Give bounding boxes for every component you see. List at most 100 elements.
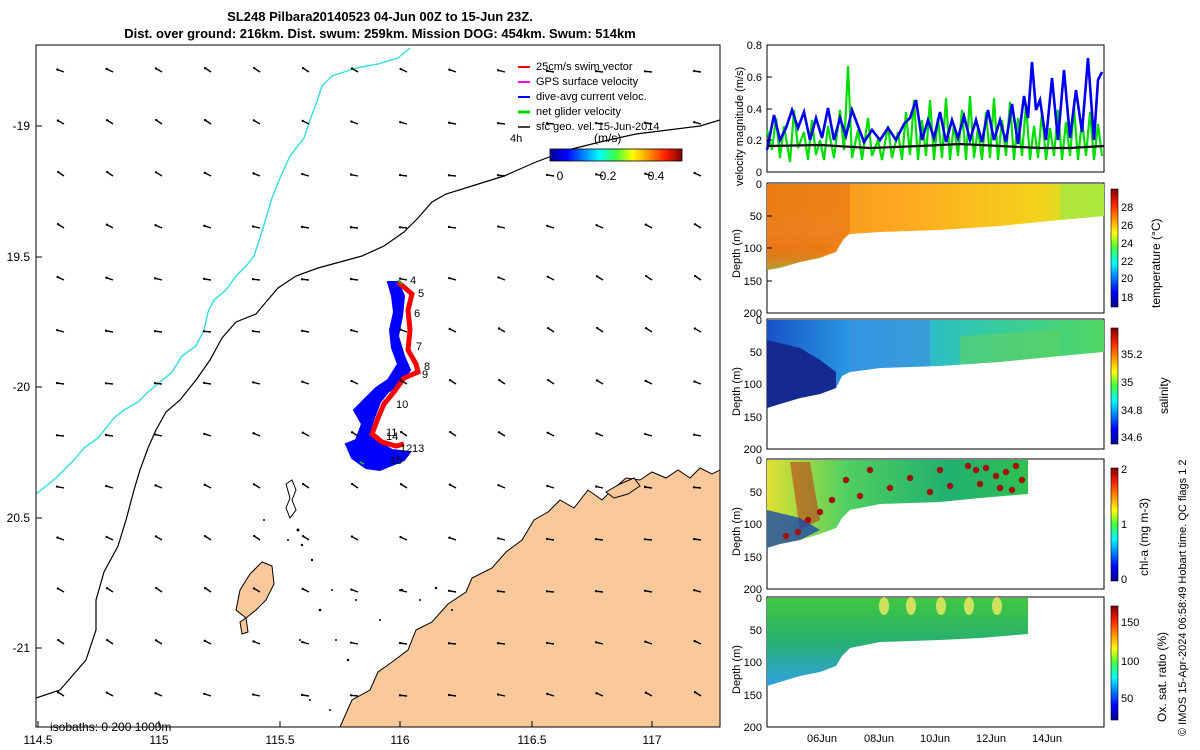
mainland [339, 467, 720, 727]
velocity-vector-head [398, 641, 402, 645]
velocity-vector-head [497, 431, 501, 434]
y-tick-label: 200 [744, 444, 762, 456]
velocity-vector-head [155, 586, 158, 590]
velocity-vector-head [56, 223, 60, 226]
velocity-vector-head [154, 639, 158, 642]
y-tick-label: 0 [756, 593, 762, 605]
y-tick-label: 200 [744, 722, 762, 734]
y-tick-label: 100 [744, 243, 762, 255]
map-legend: 25cm/s swim vector GPS surface velocity … [510, 61, 660, 145]
day-label: 10 [396, 399, 408, 411]
velocity-vector-head [153, 329, 157, 333]
velocity-vector-head [251, 225, 255, 228]
y-tick-label: 100 [744, 519, 762, 531]
velocity-vector-head [203, 171, 206, 174]
velocity-vector-head [56, 328, 59, 332]
cbar-tick: 100 [1121, 656, 1139, 668]
velocity-vector-head [546, 484, 549, 488]
x-tick-label: 115.5 [265, 733, 294, 747]
velocity-vector-head [594, 538, 598, 541]
velocity-vector-head [644, 640, 647, 643]
velocity-vector-head [349, 173, 353, 176]
velocity-vector-head [55, 381, 59, 385]
velocity-vector-head [545, 173, 549, 177]
velocity-vector-head [447, 225, 451, 229]
depth-ylabel: Depth (m) [731, 229, 743, 278]
velocity-vector-head [56, 536, 59, 539]
cbar-tick: 150 [1121, 617, 1139, 629]
day-label: 11 [386, 427, 397, 439]
map-ticks [36, 125, 653, 727]
velocity-vector-head [203, 118, 207, 122]
velocity-vector-head [56, 691, 60, 694]
velocity-vector-head [105, 484, 108, 488]
velocity-vector-head [154, 484, 157, 487]
chla-high-point [946, 482, 954, 490]
x-tick-label: 116 [390, 733, 409, 747]
velocity-vector-head [595, 432, 598, 435]
depth-ylabel: Depth (m) [731, 367, 743, 416]
day-label: 6 [414, 308, 420, 320]
velocity-vector-head [155, 118, 158, 122]
velocity-vector-head [399, 589, 402, 592]
velocity-vector-head [496, 174, 500, 177]
velocity-vector-head [448, 430, 452, 434]
chla-high-point [1008, 486, 1016, 494]
velocity-vector-head [57, 170, 60, 174]
velocity-vector-head [596, 326, 599, 330]
velocity-vector-head [398, 277, 402, 280]
velocity-vector-head [399, 535, 402, 539]
cbar-tick: 1 [1121, 519, 1127, 531]
velocity-vector-head [252, 432, 255, 435]
chla-high-point [794, 528, 802, 536]
day-label: 8 [424, 361, 430, 373]
velocity-vector-head [105, 223, 109, 226]
velocity-vector-head [497, 327, 501, 330]
velocity-vector-head [203, 586, 207, 590]
velocity-vector-head [105, 170, 109, 174]
velocity-vector-head [644, 326, 648, 330]
salinity-panel: 0 50 100 150 200 Depth (m) 34.6 34.8 35 … [731, 315, 1171, 456]
velocity-vector-head [447, 121, 451, 124]
velocity-vector-head [105, 67, 108, 71]
velocity-vector-head [252, 172, 255, 175]
dive-avg-current-line [765, 57, 1104, 151]
legend-label: sfc geo. vel. 15-Jun-2014 [536, 121, 660, 133]
y-tick-label: 150 [744, 690, 762, 702]
velocity-vector-head [545, 122, 549, 125]
day-label: 13 [412, 443, 424, 455]
y-tick-label: -19 [13, 119, 31, 133]
velocity-vector-head [448, 378, 452, 382]
colorbar-tick: 0.4 [648, 169, 665, 183]
velocity-vector-head [595, 692, 598, 695]
velocity-vector-head [546, 326, 550, 330]
glider-track [344, 279, 421, 472]
velocity-vector-head [594, 641, 598, 644]
velocity-vector-head [104, 382, 108, 385]
velocity-vector-head [447, 642, 451, 645]
y-tick-label: 200 [744, 308, 762, 320]
velocity-vector-head [349, 277, 353, 281]
velocity-vector-head [546, 692, 549, 696]
y-tick-label: -21 [13, 641, 31, 655]
velocity-vector-head [693, 639, 696, 643]
cbar-tick: 34.6 [1121, 432, 1142, 444]
velocity-vector-head [595, 224, 598, 227]
chla-high-point [982, 464, 990, 472]
y-tick-label: 50 [750, 347, 762, 359]
chla-high-point [842, 476, 850, 484]
y-tick-label: 200 [744, 584, 762, 596]
y-tick-label: 150 [744, 412, 762, 424]
date-axis: 06Jun 08Jun 10Jun 12Jun 14Jun [807, 733, 1062, 745]
velocity-vector-head [154, 224, 157, 227]
velocity-vector-head [692, 69, 696, 73]
velocity-vector-head [643, 485, 647, 489]
y-tick-label: 0 [756, 455, 762, 467]
velocity-vector-head [350, 431, 354, 434]
x-tick-label: 116.5 [517, 733, 546, 747]
velocity-vector-head [56, 587, 60, 590]
y-tick-label: 0.2 [747, 135, 762, 147]
offshore-islets [263, 519, 453, 711]
velocity-vector-head [693, 121, 696, 124]
